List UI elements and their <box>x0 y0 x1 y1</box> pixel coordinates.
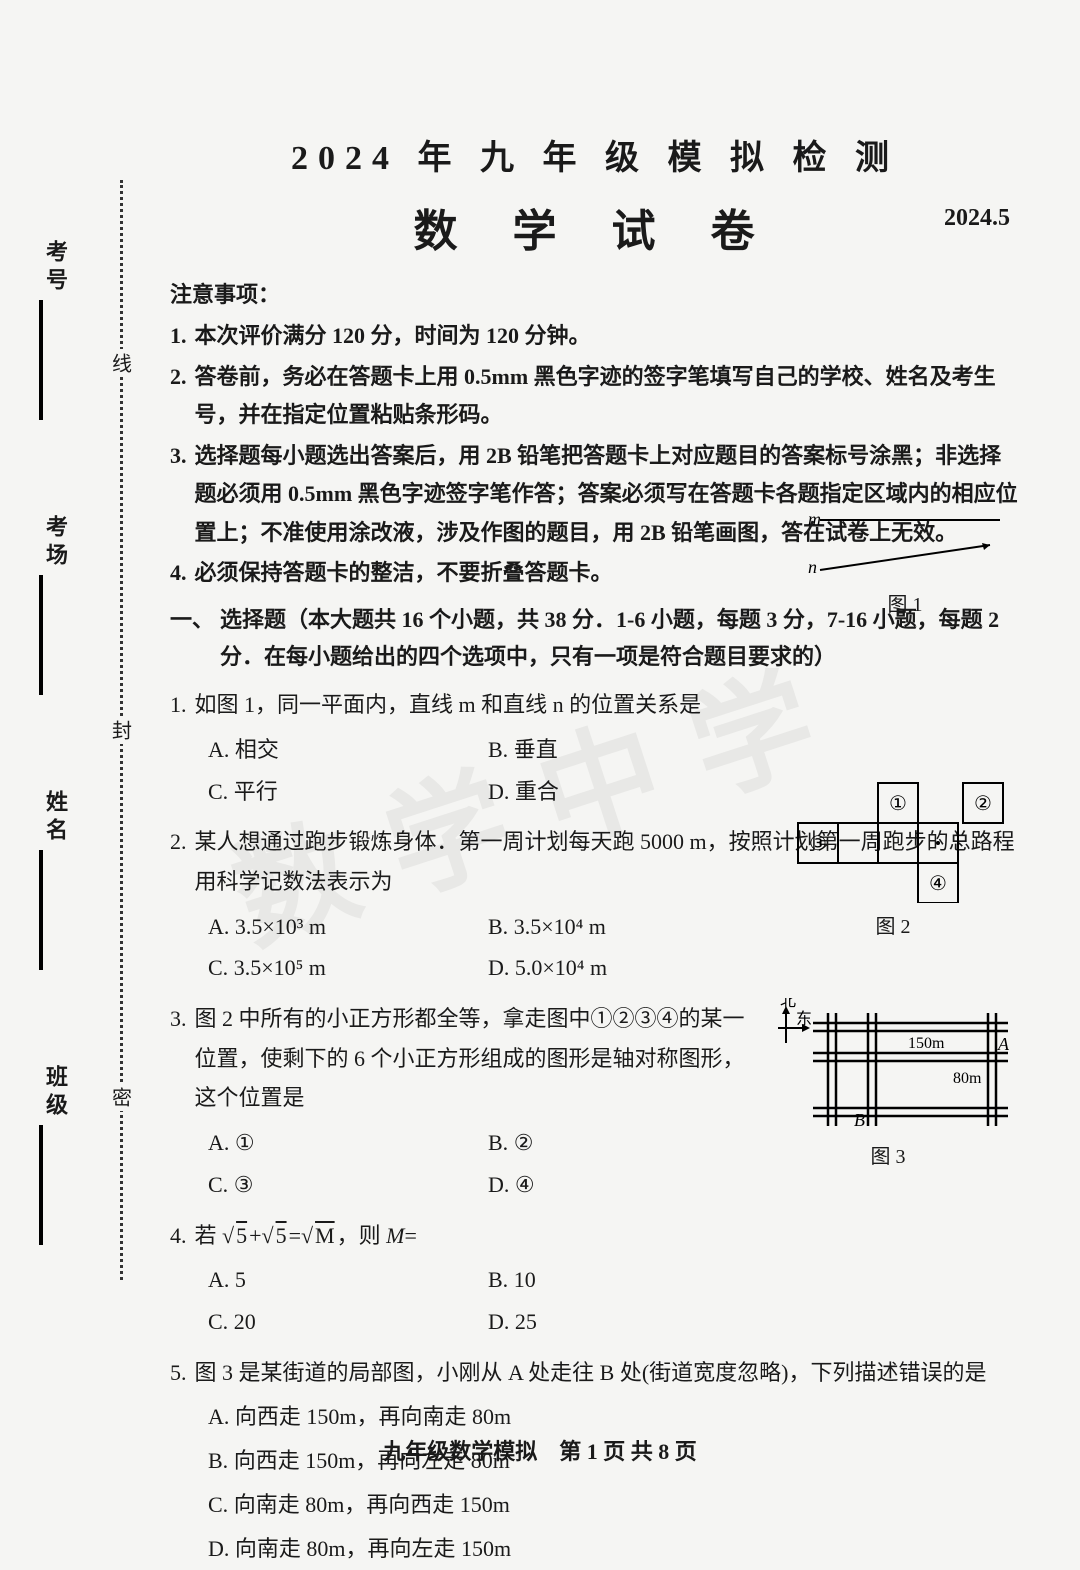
figure-2-label: 图 2 <box>768 910 1018 939</box>
svg-text:150m: 150m <box>908 1035 945 1052</box>
option: C. 20 <box>208 1301 488 1343</box>
option: C. 平行 <box>208 771 488 813</box>
option: D. 25 <box>488 1301 768 1343</box>
figure-1-label: 图 1 <box>800 588 1010 617</box>
question-5: 5. 图 3 是某街道的局部图，小刚从 A 处走往 B 处(街道宽度忽略)，下列… <box>170 1353 1020 1393</box>
question-4-options: A. 5 B. 10 C. 20 D. 25 <box>170 1259 1020 1343</box>
svg-text:①: ① <box>889 793 907 815</box>
option: A. 3.5×10³ m <box>208 906 488 948</box>
option: D. 向南走 80m，再向左走 150m <box>208 1528 1020 1570</box>
subject-title: 数 学 试 卷 <box>170 195 1020 259</box>
question-5-options: A. 向西走 150m，再向南走 80m B. 向西走 150m，再向左走 80… <box>170 1396 1020 1569</box>
svg-text:A: A <box>997 1034 1010 1054</box>
question-4: 4. 若 √5+√5=√M，则 M= <box>170 1216 1020 1256</box>
option: D. ④ <box>488 1164 768 1206</box>
svg-text:n: n <box>808 557 817 577</box>
svg-text:B: B <box>854 1110 865 1130</box>
question-1: 1. 如图 1，同一平面内，直线 m 和直线 n 的位置关系是 <box>170 685 1020 725</box>
figure-2: ① ② ③ ④ 图 2 <box>768 778 1018 928</box>
exam-title: 2024 年 九 年 级 模 拟 检 测 <box>170 130 1020 179</box>
notice-item: 1. 本次评价满分 120 分，时间为 120 分钟。 <box>170 317 1020 356</box>
option: A. 5 <box>208 1259 488 1301</box>
option: A. 向西走 150m，再向南走 80m <box>208 1396 1020 1438</box>
question-4-stem: 若 √5+√5=√M，则 M= <box>195 1216 1021 1256</box>
svg-text:③: ③ <box>809 833 827 855</box>
svg-text:东: 东 <box>796 1010 812 1028</box>
figure-1: m n 图 1 <box>800 505 1010 585</box>
figure-3-label: 图 3 <box>758 1140 1018 1169</box>
svg-text:80m: 80m <box>953 1070 982 1087</box>
svg-text:北: 北 <box>780 998 796 1010</box>
svg-text:④: ④ <box>929 873 947 895</box>
notice-heading: 注意事项： <box>170 277 1020 309</box>
option: C. 3.5×10⁵ m <box>208 947 488 989</box>
option: B. ② <box>488 1122 768 1164</box>
option: C. 向南走 80m，再向西走 150m <box>208 1484 1020 1526</box>
option: A. 相交 <box>208 729 488 771</box>
option: D. 重合 <box>488 771 768 813</box>
option: B. 垂直 <box>488 729 768 771</box>
svg-text:m: m <box>808 509 821 529</box>
notice-item: 2. 答卷前，务必在答题卡上用 0.5mm 黑色字迹的签字笔填写自己的学校、姓名… <box>170 358 1020 435</box>
figure-3: 北 东 A B 150m 80m 图 3 <box>758 998 1018 1158</box>
option: C. ③ <box>208 1164 488 1206</box>
page-content: 数学中学 2024 年 九 年 级 模 拟 检 测 数 学 试 卷 2024.5… <box>0 0 1080 1526</box>
option: B. 10 <box>488 1259 768 1301</box>
exam-date: 2024.5 <box>944 205 1010 232</box>
option: B. 3.5×10⁴ m <box>488 906 768 948</box>
svg-text:②: ② <box>974 793 992 815</box>
option: D. 5.0×10⁴ m <box>488 947 768 989</box>
page-footer: 九年级数学模拟 第 1 页 共 8 页 <box>0 1434 1080 1466</box>
option: A. ① <box>208 1122 488 1164</box>
